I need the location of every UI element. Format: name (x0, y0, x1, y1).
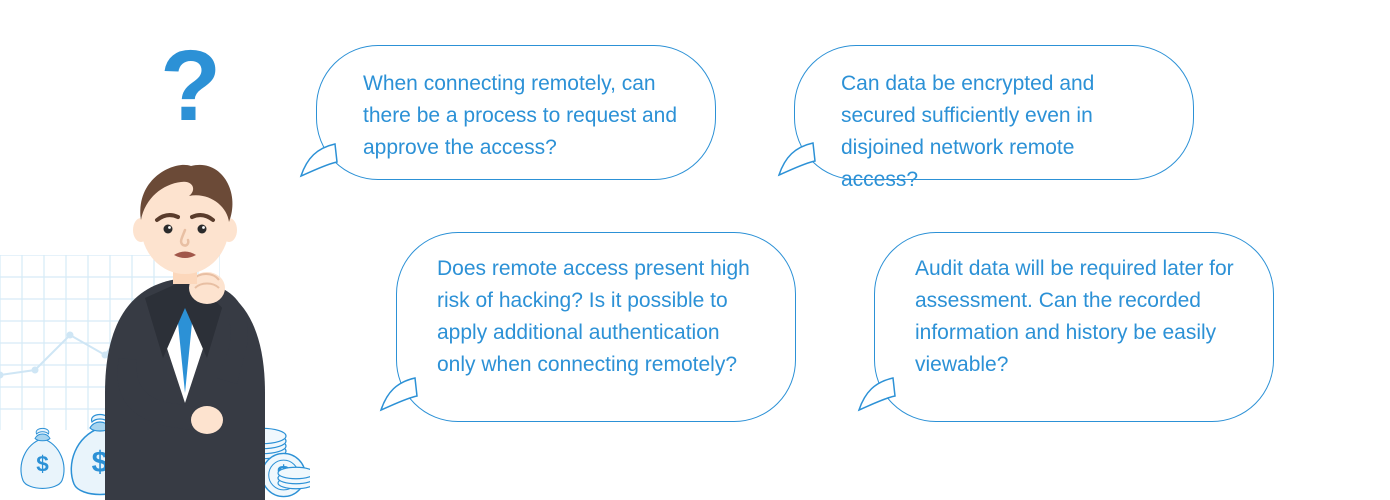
infographic-root: ? $ $$$ (0, 0, 1390, 500)
question-mark-icon: ? (160, 36, 221, 136)
speech-bubble-3-text: Does remote access present high risk of … (437, 257, 750, 376)
svg-text:$: $ (36, 452, 49, 477)
speech-bubble-4: Audit data will be required later for as… (874, 232, 1274, 422)
speech-bubble-4-tail (857, 376, 897, 416)
person-area: ? $ $$$ (0, 30, 330, 500)
speech-bubble-3: Does remote access present high risk of … (396, 232, 796, 422)
speech-bubble-2-text: Can data be encrypted and secured suffic… (841, 72, 1094, 191)
thinking-businessman-icon (85, 148, 285, 500)
speech-bubble-1-text: When connecting remotely, can there be a… (363, 72, 677, 159)
speech-bubble-2: Can data be encrypted and secured suffic… (794, 45, 1194, 180)
speech-bubble-2-tail (777, 141, 817, 181)
speech-bubble-1: When connecting remotely, can there be a… (316, 45, 716, 180)
speech-bubble-4-text: Audit data will be required later for as… (915, 257, 1234, 376)
speech-bubble-1-tail (299, 142, 339, 182)
speech-bubble-3-tail (379, 376, 419, 416)
